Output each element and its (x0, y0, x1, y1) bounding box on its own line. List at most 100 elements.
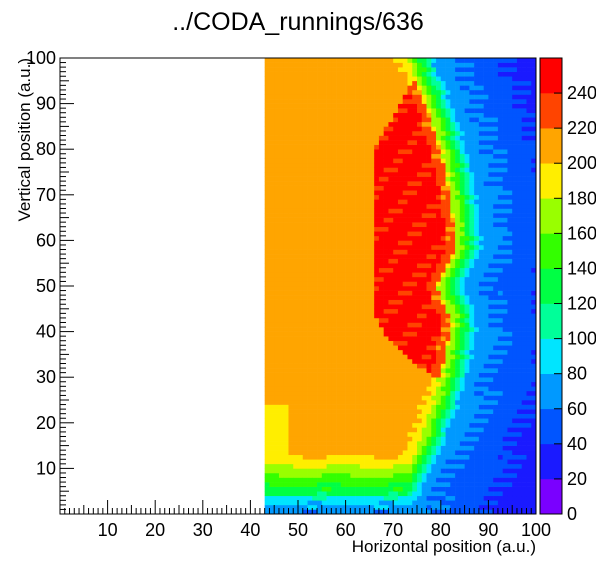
heatmap-cell (312, 386, 318, 392)
heatmap-cell (450, 89, 456, 95)
heatmap-cell (312, 472, 318, 478)
heatmap-cell (374, 267, 380, 273)
heatmap-cell (274, 80, 280, 86)
heatmap-cell (412, 431, 418, 437)
heatmap-cell (264, 418, 270, 424)
heatmap-cell (374, 295, 380, 300)
heatmap-cell (445, 258, 451, 264)
heatmap-cell (455, 500, 461, 506)
heatmap-cell (412, 144, 418, 150)
heatmap-cell (440, 331, 446, 337)
heatmap-cell (493, 436, 499, 442)
heatmap-cell (412, 413, 418, 419)
heatmap-cell (359, 176, 365, 182)
heatmap-cell (388, 135, 394, 141)
heatmap-cell (417, 153, 423, 159)
heatmap-cell (302, 276, 308, 282)
heatmap-cell (493, 404, 499, 410)
heatmap-cell (445, 368, 451, 373)
heatmap-cell (364, 108, 370, 114)
heatmap-cell (369, 80, 375, 86)
heatmap-cell (455, 386, 461, 392)
heatmap-cell (393, 222, 399, 228)
heatmap-cell (302, 436, 308, 442)
heatmap-cell (307, 226, 313, 232)
heatmap-cell (340, 299, 346, 305)
heatmap-cell (412, 445, 418, 451)
heatmap-cell (445, 290, 451, 296)
heatmap-cell (317, 190, 323, 196)
heatmap-cell (355, 149, 361, 155)
heatmap-cell (417, 108, 423, 114)
heatmap-cell (302, 400, 308, 405)
heatmap-cell (478, 172, 484, 177)
heatmap-cell (345, 254, 351, 259)
heatmap-cell (431, 249, 437, 255)
heatmap-cell (445, 495, 451, 501)
heatmap-cell (317, 322, 323, 328)
heatmap-cell (321, 276, 327, 282)
heatmap-cell (478, 377, 484, 383)
heatmap-cell (312, 80, 318, 86)
heatmap-cell (412, 495, 418, 501)
heatmap-cell (421, 327, 427, 332)
heatmap-cell (488, 427, 494, 433)
heatmap-cell (312, 62, 318, 68)
heatmap-cell (450, 368, 456, 373)
heatmap-cell (378, 436, 384, 442)
heatmap-cell (426, 85, 432, 91)
heatmap-cell (474, 67, 480, 72)
heatmap-cell (431, 286, 437, 291)
heatmap-cell (474, 117, 480, 123)
heatmap-cell (359, 304, 365, 310)
heatmap-cell (488, 386, 494, 392)
heatmap-cell (383, 436, 389, 442)
heatmap-cell (402, 354, 408, 360)
heatmap-cell (369, 404, 375, 410)
heatmap-cell (497, 190, 503, 196)
heatmap-cell (440, 404, 446, 410)
heatmap-cell (388, 327, 394, 332)
heatmap-cell (426, 99, 432, 104)
heatmap-cell (412, 286, 418, 291)
heatmap-cell (288, 126, 294, 132)
heatmap-cell (412, 404, 418, 410)
heatmap-cell (497, 80, 503, 86)
heatmap-cell (431, 235, 437, 241)
heatmap-cell (483, 99, 489, 104)
heatmap-cell (331, 226, 337, 232)
heatmap-cell (383, 368, 389, 373)
heatmap-cell (293, 176, 299, 182)
heatmap-cell (445, 240, 451, 246)
heatmap-cell (369, 450, 375, 456)
heatmap-cell (417, 368, 423, 373)
heatmap-cell (331, 290, 337, 296)
heatmap-cell (450, 258, 456, 264)
heatmap-cell (326, 76, 332, 82)
heatmap-cell (307, 463, 313, 469)
heatmap-cell (326, 395, 332, 401)
heatmap-cell (412, 176, 418, 182)
heatmap-cell (307, 263, 313, 269)
heatmap-cell (369, 491, 375, 497)
heatmap-cell (350, 162, 356, 168)
heatmap-cell (397, 327, 404, 332)
heatmap-cell (393, 368, 399, 373)
heatmap-cell (440, 272, 446, 278)
heatmap-cell (345, 144, 351, 150)
heatmap-cell (393, 358, 399, 364)
heatmap-cell (307, 208, 313, 214)
heatmap-cell (350, 144, 356, 150)
heatmap-cell (497, 477, 503, 483)
heatmap-cell (336, 185, 342, 191)
heatmap-cell (350, 62, 356, 68)
heatmap-cell (307, 149, 313, 155)
heatmap-cell (326, 222, 332, 228)
heatmap-cell (269, 427, 275, 433)
heatmap-cell (393, 422, 399, 428)
heatmap-cell (321, 441, 327, 446)
heatmap-cell (378, 358, 384, 364)
heatmap-cell (298, 441, 304, 446)
heatmap-cell (264, 472, 270, 478)
heatmap-cell (264, 203, 270, 209)
